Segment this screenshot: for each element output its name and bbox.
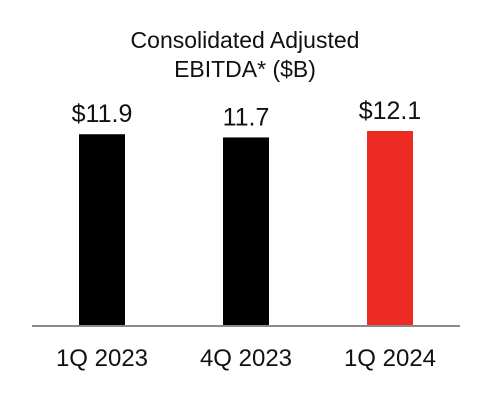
data-label: $11.9 — [72, 100, 133, 128]
category-tick-label: 1Q 2023 — [56, 345, 148, 372]
chart-title: Consolidated Adjusted EBITDA* ($B) — [131, 27, 360, 82]
chart-title-line-1: Consolidated Adjusted — [131, 27, 360, 53]
data-label: $12.1 — [359, 97, 422, 125]
bar-4q-2023 — [223, 137, 269, 326]
data-label: 11.7 — [223, 103, 270, 131]
category-tick-label: 1Q 2024 — [344, 345, 436, 372]
category-tick-label: 4Q 2023 — [200, 345, 292, 372]
bar-1q-2024 — [367, 131, 413, 326]
bar-1q-2023 — [79, 134, 125, 326]
labels-layer: $11.9 1Q 2023 11.7 4Q 2023 $12.1 1Q 2024 — [56, 97, 436, 372]
bars-layer — [79, 131, 413, 326]
chart-title-line-2: EBITDA* ($B) — [174, 56, 316, 82]
